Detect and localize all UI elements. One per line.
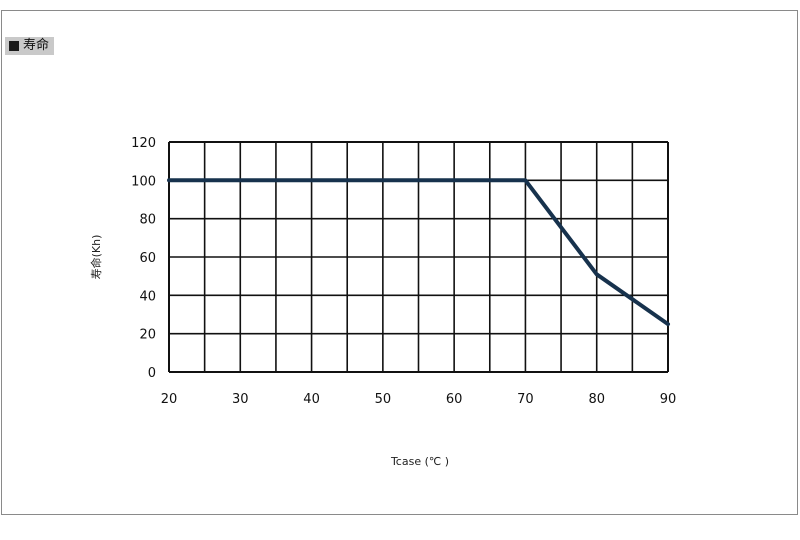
y-tick-label: 100: [131, 174, 156, 189]
x-tick-label: 90: [660, 392, 677, 407]
x-tick-label: 40: [303, 392, 320, 407]
x-axis-label: Tcase (℃ ): [390, 455, 449, 468]
x-tick-label: 60: [446, 392, 463, 407]
y-tick-label: 0: [148, 366, 156, 381]
section-header: 寿命: [5, 37, 55, 55]
chart-frame: [1, 10, 798, 515]
x-tick-label: 30: [232, 392, 249, 407]
square-bullet-icon: [9, 41, 19, 51]
x-tick-label: 70: [517, 392, 534, 407]
section-title: 寿命: [23, 38, 50, 53]
y-tick-label: 80: [139, 213, 156, 228]
x-tick-label: 80: [588, 392, 605, 407]
x-tick-label: 20: [161, 392, 178, 407]
y-axis-label: 寿命(Kh): [89, 235, 103, 280]
y-tick-label: 40: [139, 289, 156, 304]
grid: [168, 141, 669, 373]
y-tick-label: 20: [139, 328, 156, 343]
x-tick-label: 50: [375, 392, 392, 407]
y-tick-labels: 0 20 40 60 80 100 120: [131, 136, 156, 381]
x-tick-labels: 20 30 40 50 60 70 80 90: [161, 392, 677, 407]
series-line: [167, 178, 670, 327]
y-tick-label: 120: [131, 136, 156, 151]
y-tick-label: 60: [139, 251, 156, 266]
